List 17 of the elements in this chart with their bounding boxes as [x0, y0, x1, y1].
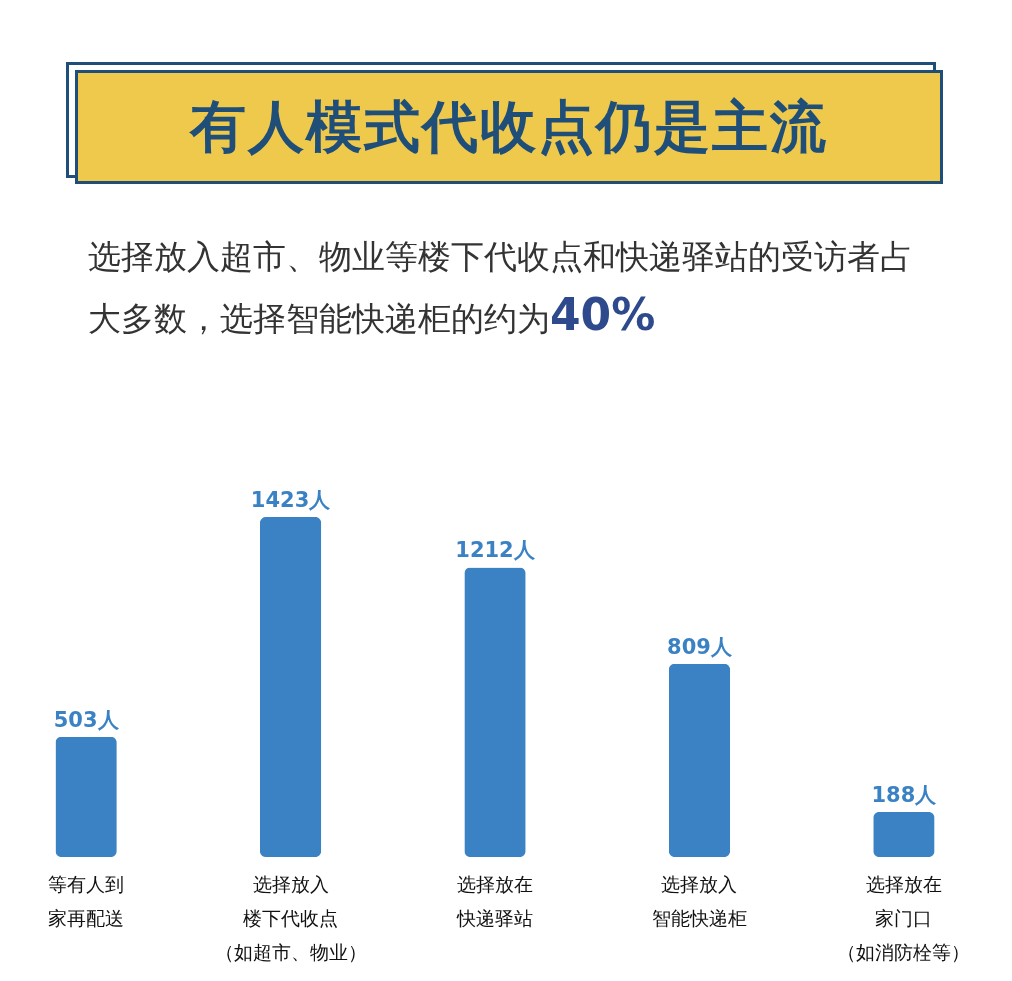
bar	[873, 812, 935, 857]
bar	[668, 663, 731, 857]
bar	[259, 517, 322, 857]
x-tick-label: 选择放入智能快递柜	[651, 872, 747, 929]
chart-title: 有人模式代收点仍是主流	[75, 70, 943, 184]
bar	[55, 736, 117, 857]
data-label: 1212人	[455, 538, 536, 563]
data-label: 503人	[53, 707, 120, 732]
data-label: 809人	[667, 634, 733, 659]
x-tick-label: 选择放在家门口（如消防栓等）	[837, 872, 971, 963]
x-tick-label: 选择放在快递驿站	[456, 872, 533, 929]
chart-subtitle: 选择放入超市、物业等楼下代收点和快递驿站的受访者占大多数，选择智能快递柜的约为40%	[88, 236, 914, 342]
bar	[464, 567, 526, 857]
data-label: 1423人	[250, 488, 332, 512]
x-tick-label: 选择放入楼下代收点（如超市、物业）	[214, 872, 367, 963]
data-label: 188人	[871, 783, 938, 808]
x-tick-label: 等有人到家再配送	[48, 872, 125, 929]
